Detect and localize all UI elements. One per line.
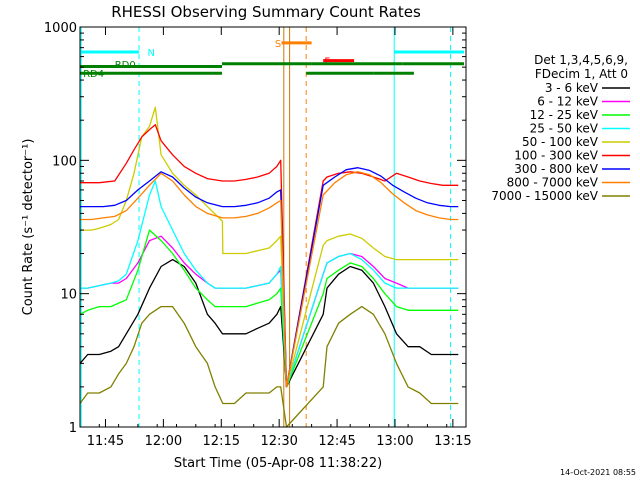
x-tick-label-5: 13:00 — [376, 434, 413, 449]
annotation-label-2: F — [324, 57, 330, 68]
series-line-7 — [80, 171, 459, 388]
y-axis-label: Count Rate (s⁻¹ detector⁻¹) — [21, 139, 36, 316]
x-tick-label-6: 13:15 — [434, 434, 471, 449]
series-line-5 — [80, 124, 459, 388]
y-axis: 1 10 100 1000 — [44, 21, 466, 436]
legend-label-3: 25 - 50 keV — [530, 122, 599, 136]
series-line-6 — [80, 167, 459, 388]
x-tick-label-3: 12:30 — [260, 434, 297, 449]
plot-frame — [79, 26, 467, 428]
x-axis-label: Start Time (05-Apr-08 11:38:22) — [174, 456, 382, 471]
annotation-label-0: N — [148, 48, 155, 59]
series-line-8 — [79, 305, 459, 428]
series-line-1 — [80, 235, 459, 388]
series-line-2 — [79, 229, 459, 388]
annotation-label-4: RD4 — [83, 69, 104, 80]
legend-label-0: 3 - 6 keV — [545, 81, 599, 95]
y-tick-label-0: 1 — [69, 421, 77, 436]
legend-header-line1: Det 1,3,4,5,6,9, — [534, 53, 628, 67]
legend-label-4: 50 - 100 keV — [522, 135, 599, 149]
chart-title: RHESSI Observing Summary Count Rates — [111, 3, 421, 21]
legend-label-1: 6 - 12 keV — [537, 95, 599, 109]
vertical-markers — [80, 27, 452, 427]
series-group — [79, 106, 459, 428]
legend-label-2: 12 - 25 keV — [530, 108, 599, 122]
series-line-3 — [80, 180, 459, 388]
x-tick-label-1: 12:00 — [145, 434, 182, 449]
y-tick-label-3: 1000 — [44, 21, 77, 36]
legend: Det 1,3,4,5,6,9, FDecim 1, Att 0 3 - 6 k… — [491, 53, 630, 203]
x-tick-label-4: 12:45 — [318, 434, 355, 449]
series-line-0 — [79, 258, 459, 388]
plot-area: N S F RD0 RD4 11:45 12:00 12:15 12:30 12:45 13:00… — [44, 21, 472, 449]
y-tick-label-1: 10 — [60, 288, 77, 303]
series-line-4 — [80, 106, 459, 388]
footer-date: 14-Oct-2021 08:55 — [560, 468, 636, 477]
x-tick-label-0: 11:45 — [87, 434, 124, 449]
x-axis: 11:45 12:00 12:15 12:30 12:45 13:00 13:15 — [79, 27, 472, 449]
annotation-label-1: S — [275, 39, 281, 50]
x-tick-label-2: 12:15 — [203, 434, 240, 449]
legend-label-5: 100 - 300 keV — [514, 149, 598, 163]
legend-label-6: 300 - 800 keV — [514, 162, 598, 176]
legend-label-8: 7000 - 15000 keV — [491, 189, 598, 203]
legend-label-7: 800 - 7000 keV — [507, 176, 599, 190]
annotation-bars: N S F RD0 RD4 — [80, 39, 465, 80]
y-tick-label-2: 100 — [52, 154, 77, 169]
legend-header-line2: FDecim 1, Att 0 — [535, 67, 628, 81]
annotation-label-3: RD0 — [115, 60, 136, 71]
